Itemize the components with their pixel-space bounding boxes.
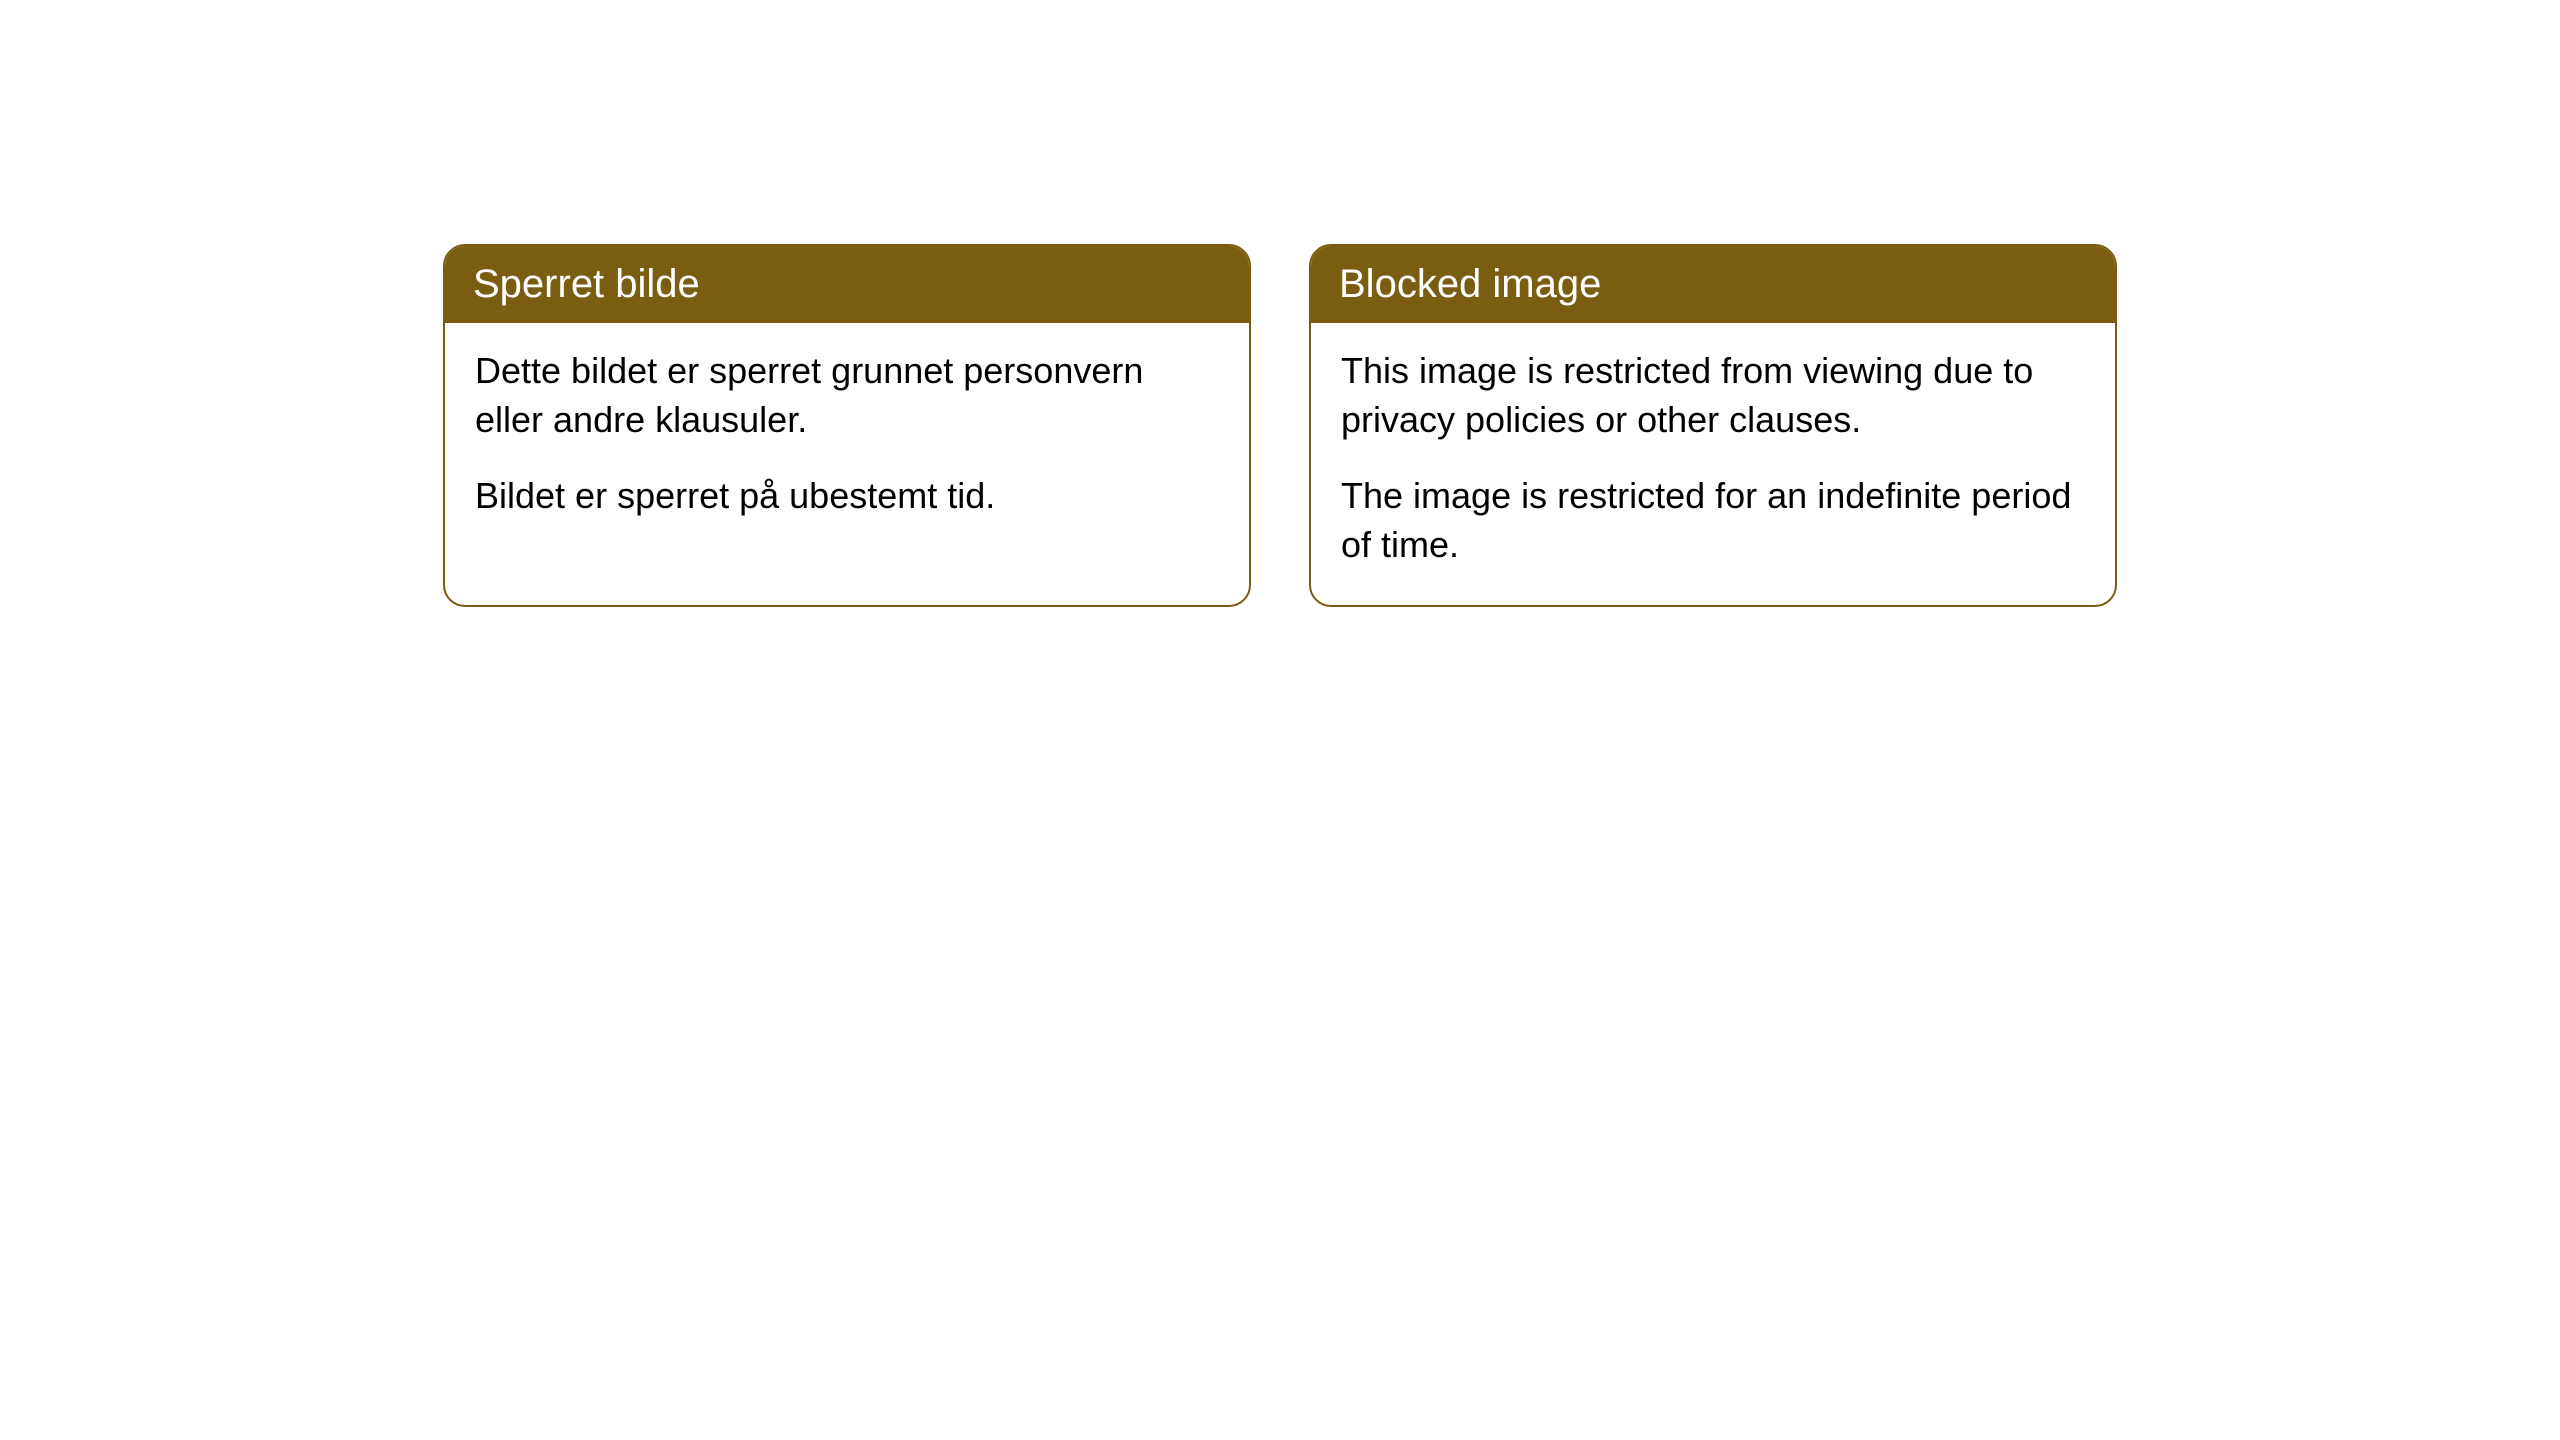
notice-card-english: Blocked image This image is restricted f… (1309, 244, 2117, 607)
card-paragraph-1: Dette bildet er sperret grunnet personve… (475, 347, 1219, 444)
notice-cards-container: Sperret bilde Dette bildet er sperret gr… (443, 244, 2117, 607)
card-header-norwegian: Sperret bilde (445, 246, 1249, 323)
card-body-english: This image is restricted from viewing du… (1311, 323, 2115, 605)
card-paragraph-2: The image is restricted for an indefinit… (1341, 472, 2085, 569)
card-paragraph-2: Bildet er sperret på ubestemt tid. (475, 472, 1219, 521)
card-title: Sperret bilde (473, 262, 700, 306)
card-header-english: Blocked image (1311, 246, 2115, 323)
card-title: Blocked image (1339, 262, 1601, 306)
card-paragraph-1: This image is restricted from viewing du… (1341, 347, 2085, 444)
card-body-norwegian: Dette bildet er sperret grunnet personve… (445, 323, 1249, 557)
notice-card-norwegian: Sperret bilde Dette bildet er sperret gr… (443, 244, 1251, 607)
